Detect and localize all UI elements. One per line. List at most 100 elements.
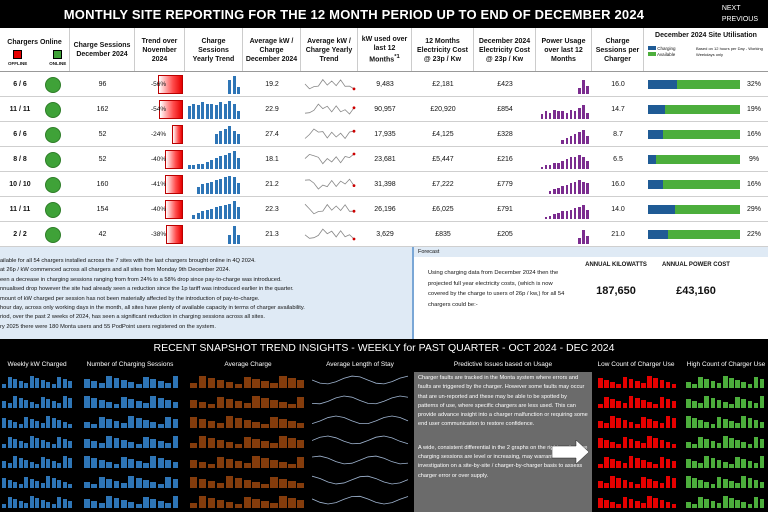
low-use-bar — [647, 462, 652, 468]
sessions-spark-bar — [219, 156, 222, 169]
predictive-text-1: Charger faults are tracked in the Monta … — [418, 375, 588, 428]
high-use-bar — [704, 499, 710, 508]
avg-charge-bar — [252, 422, 260, 428]
power-spark-bar — [565, 184, 569, 194]
high-use-bar — [698, 497, 703, 508]
col-dec-cost: December 2024 Electricity Cost @ 23p / K… — [474, 28, 536, 72]
sessions-spark-bar — [205, 103, 209, 119]
low-use-bar — [610, 442, 615, 448]
kw-used-value: 31,398 — [374, 181, 396, 188]
available-swatch-icon — [648, 52, 656, 56]
high-use-bar — [753, 480, 759, 488]
power-spark-bar — [565, 211, 569, 219]
weekly-kw-bar — [2, 504, 7, 508]
sessions-week-bar — [106, 436, 113, 448]
sessions-spark-bar — [228, 126, 231, 144]
col-trend: Trend over November 2024 — [135, 28, 185, 72]
sessions-spark-bar — [219, 131, 222, 144]
trend-value: -54% — [151, 106, 167, 113]
trend-bar — [166, 225, 183, 244]
avg-charge-bar — [297, 423, 305, 428]
low-use-bar — [634, 441, 640, 448]
weekly-kw-bar — [62, 499, 67, 508]
high-use-bar — [747, 504, 753, 508]
sessions-week-bar — [106, 496, 113, 508]
online-status — [40, 147, 65, 172]
utilisation-percent: 16% — [746, 181, 761, 188]
sessions-spark-bar — [192, 103, 195, 119]
avg-charge-bar — [243, 463, 251, 468]
avg-charge-bar — [234, 444, 243, 448]
weekly-kw-bar — [57, 420, 62, 428]
weekly-kw-bar — [2, 418, 7, 428]
power-spark-bar — [578, 180, 581, 194]
online-swatch-icon — [53, 50, 63, 59]
sessions-spark-bar — [214, 158, 218, 169]
sessions-spark-bar — [210, 103, 213, 119]
high-use-bar — [710, 441, 716, 448]
high-use-bar — [753, 463, 759, 468]
low-use-bar — [647, 419, 652, 428]
weekly-kw-bar — [51, 478, 56, 488]
sessions-week-bar — [150, 379, 157, 388]
avg-kw-value: 22.3 — [265, 206, 279, 213]
sessions-week-bar — [143, 463, 149, 468]
low-use-bar — [647, 479, 652, 488]
offline-label: OFFLINE — [8, 61, 28, 66]
kw-used-value: 3,629 — [376, 231, 394, 238]
util-legend: Charging Available — [648, 46, 676, 58]
high-use-bar — [710, 398, 716, 408]
weekly-kw-bar — [13, 422, 18, 428]
commentary-line: hour day, across only working days in th… — [0, 305, 305, 312]
snap-col-predictive: Predictive Issues based on Usage — [453, 361, 553, 368]
power-spark-bar — [569, 209, 573, 219]
power-spark-bar — [544, 111, 548, 119]
power-spark-bar — [561, 186, 564, 194]
weekly-kw-bar — [18, 398, 23, 408]
low-use-bar — [671, 504, 677, 508]
cost-12m-value: £2,181 — [432, 81, 454, 88]
low-use-bar — [598, 464, 603, 468]
sessions-spark-bar — [232, 131, 236, 144]
power-spark-bar — [540, 114, 544, 119]
previous-link[interactable]: PREVIOUS — [721, 16, 758, 23]
avg-charge-bar — [288, 481, 296, 488]
low-use-bar — [616, 384, 622, 388]
avg-charge-bar — [297, 500, 305, 508]
high-use-bar — [686, 416, 691, 428]
power-spark-bar — [578, 88, 581, 94]
sessions-week-bar — [128, 416, 135, 428]
sessions-spark-bar — [214, 104, 218, 119]
sessions-week-bar — [113, 438, 120, 448]
avg-charge-bar — [261, 441, 269, 448]
trend-value: -40% — [151, 206, 167, 213]
avg-charge-bar — [261, 501, 269, 508]
sessions-spark-bar — [214, 180, 218, 194]
avg-charge-bar — [190, 443, 198, 448]
sessions-spark-bar — [232, 151, 236, 169]
avg-charge-bar — [190, 417, 198, 428]
sessions-week-bar — [91, 381, 98, 388]
charge-sessions-value: 154 — [96, 206, 109, 213]
power-spark-bar — [586, 112, 589, 119]
snapshot-row — [0, 470, 768, 491]
avg-charge-bar — [252, 379, 260, 388]
online-circle-icon — [44, 226, 61, 243]
trend-bar — [159, 100, 183, 119]
sessions-week-bar — [143, 377, 149, 388]
trend-bar — [165, 150, 183, 169]
high-use-bar — [735, 380, 740, 388]
low-use-bar — [610, 459, 615, 468]
trend-bar — [165, 175, 183, 194]
commentary-line: mount of kW charged per session has not … — [0, 295, 260, 302]
avg-charge-bar — [216, 423, 225, 428]
next-link[interactable]: NEXT — [721, 5, 741, 12]
low-use-bar — [616, 504, 622, 508]
sessions-spark-bar — [201, 211, 204, 219]
high-use-bar — [710, 501, 716, 508]
high-use-bar — [704, 439, 710, 448]
cost-dec-value: £779 — [497, 181, 513, 188]
low-use-bar — [641, 400, 646, 408]
sessions-spark-bar — [214, 133, 218, 144]
avg-charge-bar — [279, 462, 287, 468]
